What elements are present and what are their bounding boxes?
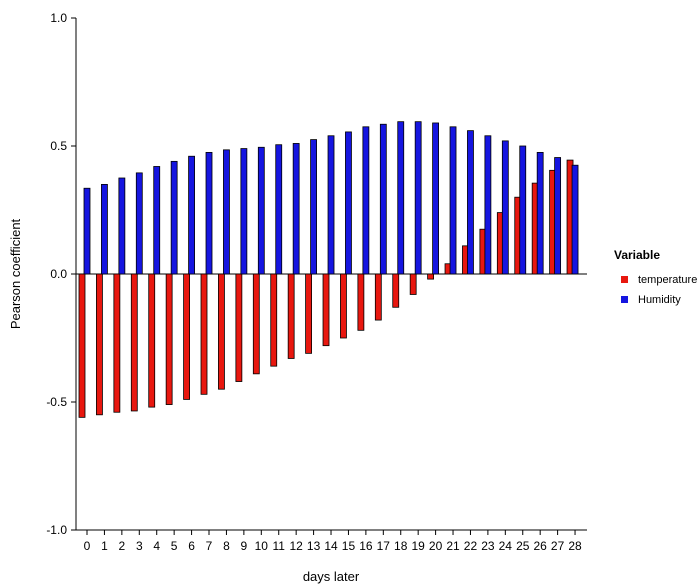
y-tick-label: 0.5 [50,139,67,153]
x-tick-label: 17 [377,539,391,553]
bar-humidity [362,126,370,275]
bar-temperature [113,273,121,413]
bar-humidity [484,135,492,275]
bar-temperature [374,273,382,321]
bar-humidity [501,140,509,275]
y-axis: -1.0 -0.5 0.0 0.5 1.0 [46,11,77,537]
bar-humidity [83,187,91,275]
bar-humidity [170,160,178,275]
plot-area [76,121,587,418]
bar-humidity [275,144,283,275]
y-tick-label: 0.0 [50,267,67,281]
x-tick-label: 18 [394,539,408,553]
x-tick-label: 25 [516,539,530,553]
bar-humidity [205,151,213,275]
bar-humidity [327,135,335,275]
bar-humidity [345,131,352,275]
bar-humidity [135,172,143,275]
x-tick-label: 26 [534,539,548,553]
bar-humidity [449,126,457,275]
legend-label-humidity: Humidity [638,294,681,306]
x-axis: 0 1 2 3 4 5 6 7 8 9 10 11 12 13 14 15 16 17 18 19 20 21 22 23 24… [76,529,587,553]
bar-temperature [340,273,347,339]
x-tick-label: 7 [206,539,213,553]
x-tick-label: 6 [188,539,195,553]
x-tick-label: 27 [551,539,565,553]
bar-temperature [305,273,312,354]
bar-temperature [165,273,173,405]
bar-temperature [183,273,190,400]
x-tick-label: 9 [241,539,248,553]
legend-title: Variable [614,248,660,262]
bar-temperature [357,273,365,331]
x-tick-label: 22 [464,539,478,553]
x-tick-label: 24 [499,539,513,553]
bar-humidity [414,121,422,275]
bar-humidity [101,183,108,275]
x-tick-label: 11 [272,539,285,553]
x-tick-label: 0 [84,539,91,553]
x-tick-label: 16 [359,539,373,553]
bar-humidity [397,121,405,275]
bar-humidity [467,130,474,275]
bar-humidity [188,155,195,275]
bar-humidity [153,166,161,275]
x-tick-label: 15 [342,539,356,553]
x-tick-label: 19 [411,539,425,553]
bar-temperature [96,273,103,416]
bar-temperature [252,273,260,375]
legend: Variable temperature Humidity [614,248,697,306]
x-tick-label: 12 [289,539,303,553]
x-tick-label: 5 [171,539,178,553]
x-tick-label: 3 [136,539,143,553]
bar-temperature [130,273,138,412]
bar-temperature [287,273,295,359]
bar-temperature [78,273,86,418]
y-tick-label: -0.5 [46,395,67,409]
x-axis-title: days later [303,569,360,584]
x-tick-label: 23 [481,539,495,553]
bar-temperature [200,273,208,395]
bar-humidity [310,139,317,275]
x-tick-label: 21 [446,539,460,553]
x-tick-label: 20 [429,539,443,553]
x-tick-label: 13 [307,539,321,553]
x-tick-label: 1 [101,539,108,553]
bar-humidity [379,123,387,275]
y-tick-label: 1.0 [50,11,67,25]
legend-label-temperature: temperature [638,274,697,286]
y-tick-label: -1.0 [46,523,67,537]
y-axis-title: Pearson coefficient [8,218,23,329]
bar-humidity [223,149,230,275]
bar-humidity [554,157,562,275]
bar-temperature [409,273,417,295]
x-tick-label: 2 [119,539,126,553]
bar-temperature [148,273,156,408]
bar-humidity [240,148,248,275]
x-tick-label: 14 [324,539,338,553]
bar-humidity [118,177,126,275]
bar-temperature [322,273,330,347]
bar-temperature [427,273,435,280]
bar-humidity [536,151,544,275]
bar-temperature [270,273,278,367]
bar-humidity [432,122,440,275]
bar-temperature [218,273,225,390]
x-tick-label: 8 [223,539,230,553]
bar-temperature [235,273,243,382]
legend-swatch-temperature [621,276,628,283]
bar-humidity [292,143,300,275]
bar-humidity [571,164,579,275]
bar-humidity [519,145,527,275]
x-tick-label: 4 [153,539,160,553]
x-tick-label: 28 [568,539,582,553]
legend-swatch-humidity [621,296,628,303]
bar-humidity [257,146,265,275]
bar-temperature [392,273,400,308]
x-tick-label: 10 [255,539,269,553]
